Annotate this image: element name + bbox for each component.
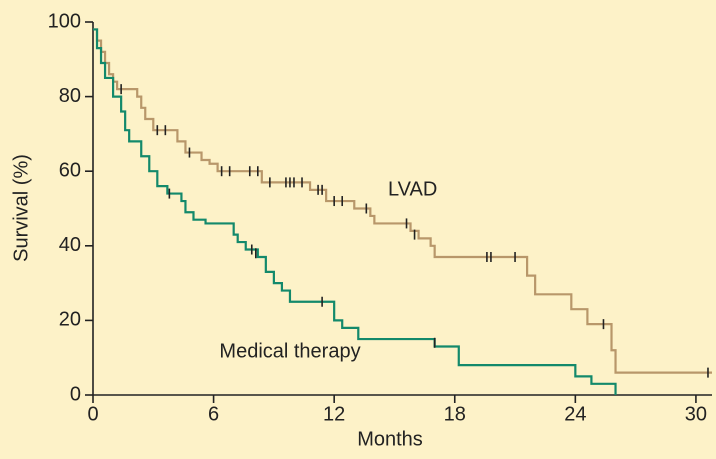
x-tick-label: 18: [444, 403, 466, 425]
y-tick-label: 0: [70, 383, 81, 405]
y-axis-label: Survival (%): [10, 154, 32, 262]
x-tick-label: 24: [564, 403, 586, 425]
y-tick-label: 60: [59, 159, 81, 181]
series-label: LVAD: [388, 178, 437, 200]
survival-line: [93, 28, 712, 374]
x-tick-label: 0: [87, 403, 98, 425]
series-label: Medical therapy: [219, 340, 360, 362]
x-tick-label: 12: [323, 403, 345, 425]
y-tick-label: 40: [59, 234, 81, 256]
y-tick-label: 20: [59, 309, 81, 331]
y-tick-label: 80: [59, 85, 81, 107]
x-axis-label: Months: [357, 428, 423, 450]
survival-line: [93, 28, 617, 395]
y-tick-label: 100: [48, 10, 81, 32]
x-tick-label: 6: [208, 403, 219, 425]
x-tick-label: 30: [685, 403, 707, 425]
